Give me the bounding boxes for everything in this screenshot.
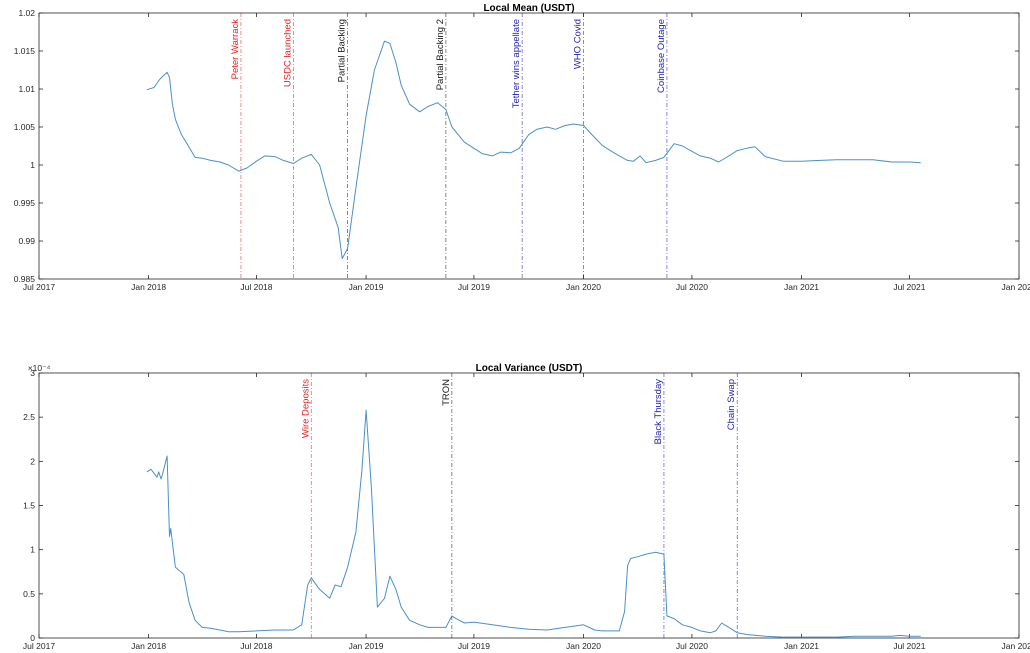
y-tick-label: 1 bbox=[30, 545, 35, 555]
chart-1: Local Variance (USDT) Jul 2017 Jan 2018 Jul… bbox=[23, 363, 1030, 651]
y-tick-label: 1 bbox=[30, 160, 35, 170]
x-tick-label: Jan 2018 bbox=[131, 641, 166, 651]
x-tick-label: Jan 2021 bbox=[784, 282, 819, 292]
event-label: Coinbase Outage bbox=[656, 19, 667, 93]
y-tick-label: 0 bbox=[30, 633, 35, 643]
x-tick-label: Jan 2019 bbox=[349, 282, 384, 292]
x-tick-label: Jul 2019 bbox=[458, 282, 490, 292]
plot-box bbox=[38, 372, 1020, 639]
x-tick-label: Jan 2022 bbox=[1002, 282, 1030, 292]
chart-title: Local Mean (USDT) bbox=[483, 3, 574, 14]
event-label: Tether wins appellate bbox=[511, 19, 522, 108]
event-label: Partial Backing bbox=[337, 19, 348, 82]
y-tick-label: 1.015 bbox=[14, 46, 36, 56]
event-label: WHO Covid bbox=[573, 19, 584, 69]
x-tick-label: Jul 2019 bbox=[458, 641, 490, 651]
x-tick-label: Jul 2017 bbox=[23, 282, 55, 292]
y-tick-label: 1.01 bbox=[18, 84, 35, 94]
x-tick-label: Jan 2022 bbox=[1002, 641, 1030, 651]
event-label: Wire Deposits bbox=[300, 379, 311, 438]
x-tick-label: Jul 2018 bbox=[240, 282, 272, 292]
x-tick-label: Jan 2020 bbox=[566, 282, 601, 292]
y-exponent-label: ×10⁻⁴ bbox=[28, 363, 51, 373]
y-tick-label: 2 bbox=[30, 456, 35, 466]
x-tick-label: Jan 2021 bbox=[784, 641, 819, 651]
x-tick-label: Jul 2021 bbox=[893, 282, 925, 292]
y-tick-label: 2.5 bbox=[23, 412, 35, 422]
chart-title: Local Variance (USDT) bbox=[476, 363, 583, 374]
event-label: Black Thursday bbox=[653, 379, 664, 445]
x-tick-label: Jan 2020 bbox=[566, 641, 601, 651]
y-tick-label: 0.5 bbox=[23, 589, 35, 599]
series-line bbox=[146, 409, 921, 638]
series-line bbox=[146, 40, 921, 259]
x-tick-label: Jul 2021 bbox=[893, 641, 925, 651]
y-tick-label: 0.995 bbox=[14, 198, 36, 208]
y-tick-label: 1.5 bbox=[23, 501, 35, 511]
event-label: Partial Backing 2 bbox=[435, 19, 446, 90]
x-tick-label: Jul 2020 bbox=[676, 282, 708, 292]
x-tick-label: Jul 2017 bbox=[23, 641, 55, 651]
plot-box bbox=[38, 12, 1020, 280]
x-tick-label: Jul 2020 bbox=[676, 641, 708, 651]
x-tick-label: Jul 2018 bbox=[240, 641, 272, 651]
y-tick-label: 0.99 bbox=[18, 236, 35, 246]
y-tick-label: 0.985 bbox=[14, 274, 36, 284]
event-label: TRON bbox=[441, 379, 452, 406]
x-tick-label: Jan 2018 bbox=[131, 282, 166, 292]
x-tick-label: Jan 2019 bbox=[349, 641, 384, 651]
chart-0: Local Mean (USDT) Jul 2017 Jan 2018 Jul 201… bbox=[14, 3, 1030, 292]
event-label: Chain Swap bbox=[726, 379, 737, 430]
event-label: USDC launched bbox=[282, 19, 293, 87]
event-label: Peter Warrack bbox=[230, 19, 241, 80]
y-tick-label: 1.02 bbox=[18, 8, 35, 18]
y-tick-label: 1.005 bbox=[14, 122, 36, 132]
y-tick-label: 3 bbox=[30, 368, 35, 378]
